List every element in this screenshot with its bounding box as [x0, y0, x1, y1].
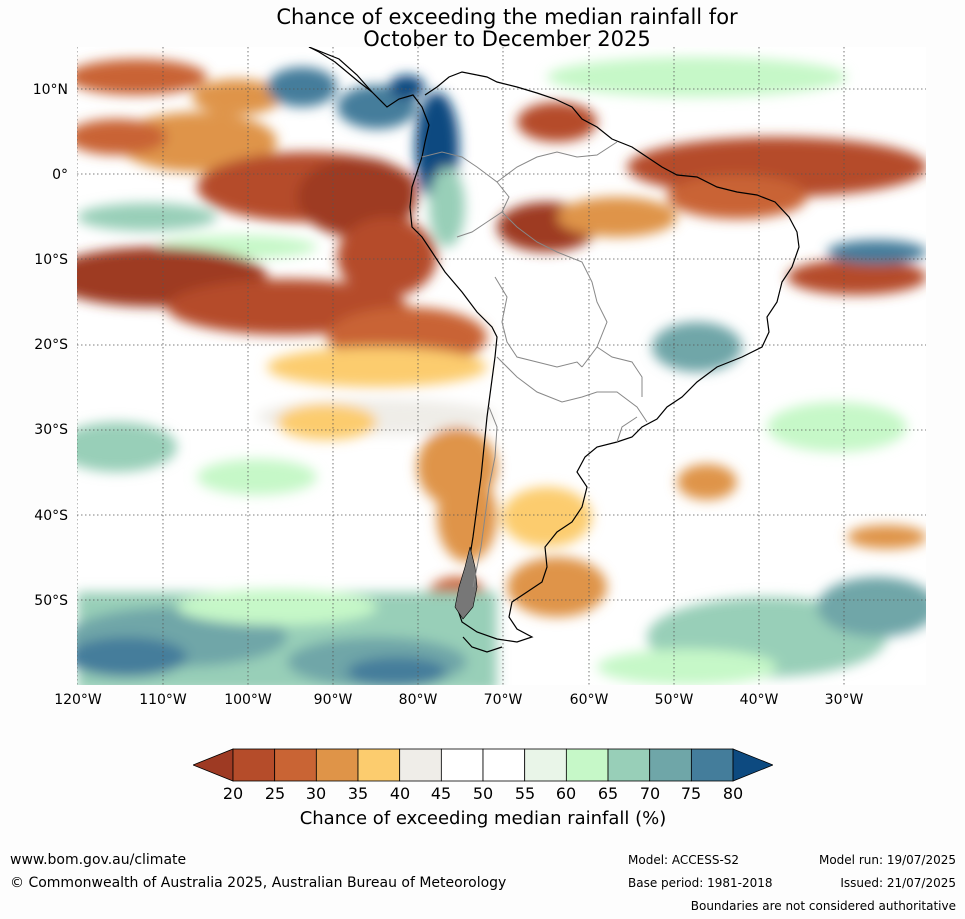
lat-label-10s: 10°S	[34, 252, 68, 268]
colorbar-tick-40: 40	[389, 784, 411, 803]
colorbar-swatch	[649, 748, 692, 782]
lon-label-90w: 90°W	[313, 692, 353, 708]
colorbar-swatch	[690, 748, 734, 782]
colorbar-tick-55: 55	[514, 784, 536, 803]
colorbar-extend-low	[193, 748, 234, 782]
colorbar-swatch	[274, 748, 317, 782]
lon-label-40w: 40°W	[739, 692, 779, 708]
caribbean-coast	[424, 71, 478, 96]
graticule	[77, 47, 926, 685]
colorbar-tick-20: 20	[222, 784, 244, 803]
colorbar-tick-70: 70	[639, 784, 661, 803]
colorbar-tick-65: 65	[597, 784, 619, 803]
lon-label-80w: 80°W	[398, 692, 438, 708]
colorbar-swatch	[399, 748, 442, 782]
lon-label-110w: 110°W	[139, 692, 187, 708]
colorbar-tick-60: 60	[555, 784, 577, 803]
map-title: Chance of exceeding the median rainfall …	[276, 5, 738, 29]
colorbar-swatch	[482, 748, 526, 782]
map-canvas	[77, 47, 926, 685]
colorbar-extend-high	[732, 748, 773, 782]
model-name: Model: ACCESS-S2	[628, 853, 740, 867]
lon-label-50w: 50°W	[654, 692, 694, 708]
lat-label-20s: 20°S	[34, 337, 68, 353]
lon-label-30w: 30°W	[824, 692, 864, 708]
colorbar-tick-75: 75	[680, 784, 702, 803]
colorbar-swatch	[315, 748, 359, 782]
colorbar-swatch	[524, 748, 567, 782]
boundaries-disclaimer: Boundaries are not considered authoritat…	[690, 899, 956, 913]
colorbar-tick-50: 50	[472, 784, 494, 803]
probability-field	[77, 57, 926, 685]
lat-label-10n: 10°N	[32, 82, 68, 98]
colorbar-tick-45: 45	[430, 784, 452, 803]
coastline	[308, 47, 800, 653]
colorbar-swatch	[357, 748, 401, 782]
base-period: Base period: 1981-2018	[628, 876, 773, 890]
issued-date: Issued: 21/07/2025	[840, 876, 956, 890]
model-run-date: Model run: 19/07/2025	[818, 853, 956, 867]
colorbar	[193, 748, 773, 782]
lon-label-70w: 70°W	[483, 692, 523, 708]
colorbar-swatch	[440, 748, 484, 782]
lon-label-60w: 60°W	[569, 692, 609, 708]
lat-label-40s: 40°S	[34, 508, 68, 524]
country-borders	[421, 141, 648, 588]
rainfall-map	[77, 47, 926, 685]
south-america-outline	[308, 47, 800, 643]
colorbar-swatch	[232, 748, 276, 782]
copyright-notice: © Commonwealth of Australia 2025, Austra…	[10, 875, 507, 891]
colorbar-swatch	[565, 748, 609, 782]
colorbar-tick-80: 80	[722, 784, 744, 803]
colorbar-tick-35: 35	[347, 784, 369, 803]
central-america-outline	[308, 47, 373, 93]
lon-label-120w: 120°W	[54, 692, 102, 708]
colorbar-swatch	[607, 748, 651, 782]
colorbar-title: Chance of exceeding median rainfall (%)	[299, 808, 667, 829]
bom-url[interactable]: www.bom.gov.au/climate	[10, 852, 187, 868]
lat-label-30s: 30°S	[34, 422, 68, 438]
lat-label-0: 0°	[52, 167, 68, 183]
colorbar-tick-30: 30	[305, 784, 327, 803]
colorbar-tick-25: 25	[264, 784, 286, 803]
lat-label-50s: 50°S	[34, 593, 68, 609]
lon-label-100w: 100°W	[224, 692, 272, 708]
